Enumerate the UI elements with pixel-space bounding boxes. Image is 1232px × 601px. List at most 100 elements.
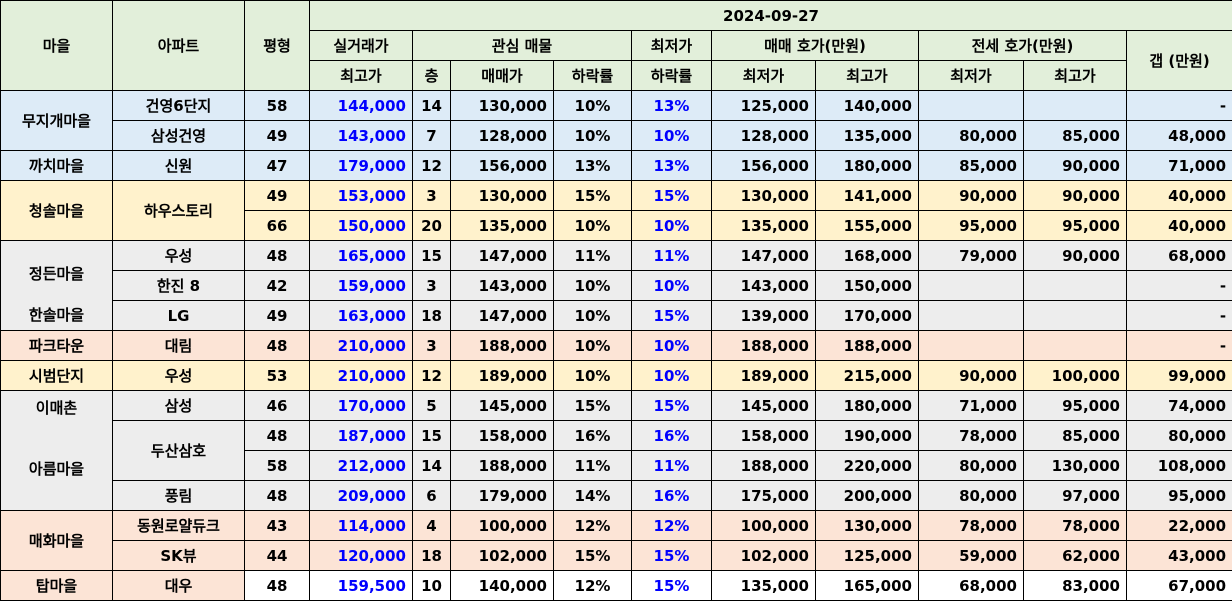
floor-cell: 15 [413,241,451,271]
floor-cell: 3 [413,331,451,361]
actual-price-header-top: 실거래가 [310,31,413,61]
sale-min-cell: 188,000 [712,331,816,361]
lowest-drop-cell: 13% [632,91,712,121]
gap-cell: - [1127,301,1232,331]
size-cell: 49 [245,121,310,151]
jeonse-min-cell: 79,000 [919,241,1024,271]
sale-max-cell: 165,000 [816,571,919,601]
lowest-drop-cell: 10% [632,271,712,301]
floor-cell: 5 [413,391,451,421]
sale-max-cell: 188,000 [816,331,919,361]
lowest-drop-cell: 13% [632,151,712,181]
lowest-drop-cell: 15% [632,301,712,331]
apartment-cell: 하우스토리 [113,181,245,241]
floor-cell: 6 [413,481,451,511]
table-row: 한진 8 42 159,000 3 143,000 10% 10% 143,00… [1,271,1232,301]
table-row: 이매촌 아름마을 삼성 46 170,000 5 145,000 15% 15%… [1,391,1232,421]
drop-rate-cell: 12% [554,511,632,541]
sale-price-cell: 130,000 [451,91,554,121]
interest-listing-header: 관심 매물 [413,31,632,61]
jeonse-max-cell: 95,000 [1024,391,1127,421]
lowest-drop-cell: 10% [632,211,712,241]
sale-price-cell: 102,000 [451,541,554,571]
sale-price-cell: 128,000 [451,121,554,151]
size-cell: 48 [245,481,310,511]
jeonse-min-cell [919,271,1024,301]
sale-min-cell: 128,000 [712,121,816,151]
sale-price-cell: 156,000 [451,151,554,181]
jeonse-min-cell: 78,000 [919,511,1024,541]
sale-min-cell: 188,000 [712,451,816,481]
jeonse-min-cell: 78,000 [919,421,1024,451]
actual-price-cell: 170,000 [310,391,413,421]
jeonse-min-cell: 90,000 [919,361,1024,391]
apartment-cell: 대림 [113,331,245,361]
jeonse-max-cell [1024,331,1127,361]
apartment-cell: 동원로얄듀크 [113,511,245,541]
jeonse-min-cell: 59,000 [919,541,1024,571]
village-cell: 까치마을 [1,151,113,181]
jeonse-min-cell: 80,000 [919,121,1024,151]
size-cell: 48 [245,571,310,601]
lowest-drop-cell: 12% [632,511,712,541]
village-header: 마을 [1,1,113,91]
sale-min-cell: 158,000 [712,421,816,451]
actual-price-cell: 114,000 [310,511,413,541]
sale-price-cell: 188,000 [451,331,554,361]
gap-cell: - [1127,271,1232,301]
sale-max-cell: 180,000 [816,391,919,421]
gap-header: 갭 (만원) [1127,31,1232,91]
size-cell: 48 [245,421,310,451]
lowest-drop-cell: 15% [632,571,712,601]
village-cell: 탑마을 [1,571,113,601]
jeonse-min-header: 최저가 [919,61,1024,91]
jeonse-min-cell: 71,000 [919,391,1024,421]
gap-cell: 108,000 [1127,451,1232,481]
village-cell: 파크타운 [1,331,113,361]
drop-rate-cell: 12% [554,571,632,601]
floor-cell: 15 [413,421,451,451]
floor-cell: 14 [413,451,451,481]
lowest-drop-cell: 11% [632,241,712,271]
drop-rate-cell: 10% [554,91,632,121]
drop-rate-cell: 11% [554,241,632,271]
table-row: 무지개마을 건영6단지 58 144,000 14 130,000 10% 13… [1,91,1232,121]
gap-cell: - [1127,91,1232,121]
sale-max-cell: 168,000 [816,241,919,271]
sale-max-cell: 180,000 [816,151,919,181]
jeonse-max-cell [1024,301,1127,331]
size-cell: 48 [245,241,310,271]
apartment-cell: 대우 [113,571,245,601]
sale-min-cell: 135,000 [712,211,816,241]
actual-price-cell: 179,000 [310,151,413,181]
table-row: 삼성건영 49 143,000 7 128,000 10% 10% 128,00… [1,121,1232,151]
jeonse-max-cell: 78,000 [1024,511,1127,541]
village-cell: 매화마을 [1,511,113,571]
sale-price-cell: 130,000 [451,181,554,211]
sale-min-cell: 147,000 [712,241,816,271]
actual-price-cell: 159,500 [310,571,413,601]
jeonse-min-cell: 80,000 [919,451,1024,481]
drop-rate-cell: 10% [554,121,632,151]
village-group-cell: 이매촌 아름마을 [1,391,113,511]
sale-min-cell: 102,000 [712,541,816,571]
size-cell: 49 [245,181,310,211]
size-cell: 42 [245,271,310,301]
jeonse-max-cell: 95,000 [1024,211,1127,241]
village-cell: 무지개마을 [1,91,113,151]
jeonse-max-cell [1024,91,1127,121]
gap-cell: 43,000 [1127,541,1232,571]
size-cell: 58 [245,451,310,481]
actual-price-cell: 187,000 [310,421,413,451]
apartment-cell: 삼성건영 [113,121,245,151]
village-label: 한솔마을 [1,304,112,325]
gap-cell: 95,000 [1127,481,1232,511]
jeonse-max-cell: 83,000 [1024,571,1127,601]
sale-price-cell: 135,000 [451,211,554,241]
size-cell: 53 [245,361,310,391]
sale-max-cell: 135,000 [816,121,919,151]
lowest-drop-cell: 10% [632,331,712,361]
floor-cell: 12 [413,361,451,391]
jeonse-min-cell: 95,000 [919,211,1024,241]
gap-cell: 48,000 [1127,121,1232,151]
